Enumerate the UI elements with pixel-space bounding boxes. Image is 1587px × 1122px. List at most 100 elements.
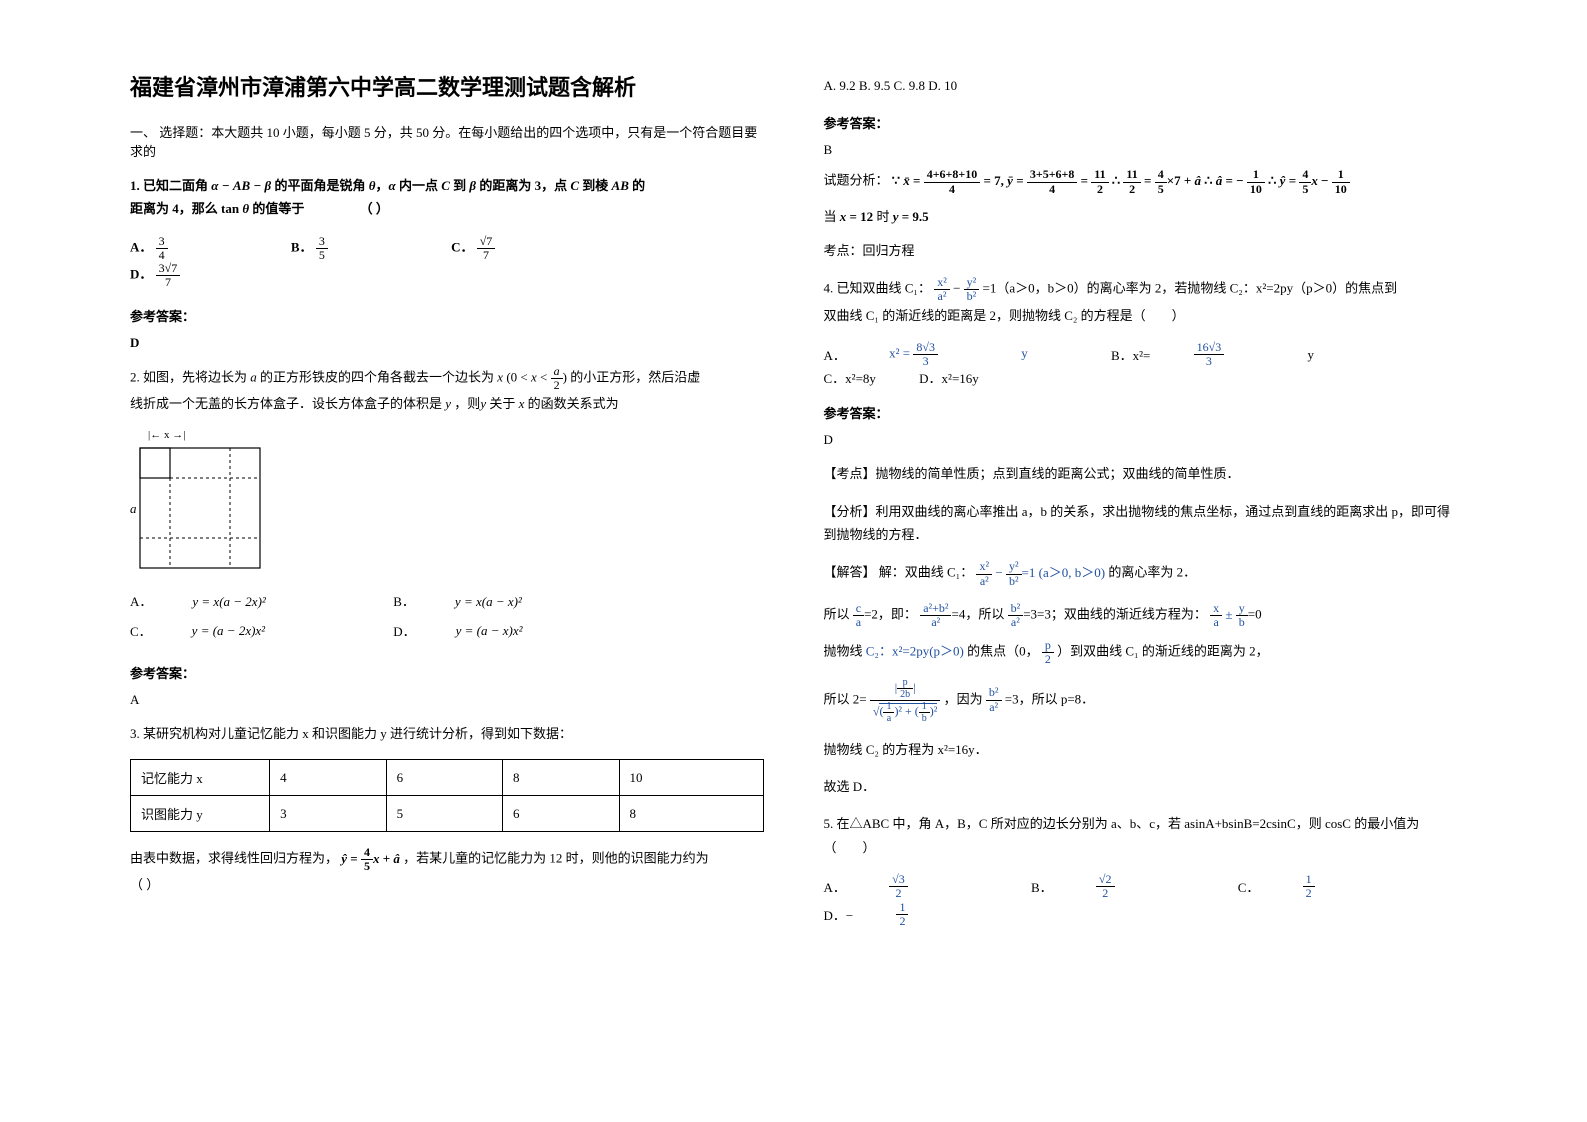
q3-text: 由表中数据，求得线性回归方程为， (130, 851, 338, 866)
q4-parabola: 抛物线 C₂：x²=2py(p＞0) 的焦点（0， p2 ）到双曲线 C₁ 的渐… (824, 639, 1458, 666)
q1-options: A． 34 B． 35 C． √77 D． 3√77 (130, 235, 764, 290)
frac-num: √2 (1096, 873, 1115, 887)
question-3: 3. 某研究机构对儿童记忆能力 x 和识图能力 y 进行统计分析，得到如下数据： (130, 722, 764, 745)
q4-pick: 故选 D． (824, 775, 1458, 798)
q2-text: ，则 (454, 396, 480, 411)
q4-options: A． x² = 8√33 y B．x²= 16√33 y C．x²=8y D．x… (824, 341, 1458, 387)
opt-expr: y = x(a − x)² (455, 594, 522, 609)
q4-text: =1（a＞0，b＞0）的离心率为 2，若抛物线 C₂：x²=2py（p＞0）的焦… (983, 281, 1398, 296)
q2-text: 的函数关系式为 (528, 396, 619, 411)
q5-opt-a: A． √32 (824, 873, 988, 900)
q2-text: 关于 (489, 396, 515, 411)
table-cell: 4 (270, 760, 386, 796)
q1-opt-b: B． 35 (291, 235, 408, 262)
q3-text: ，若某儿童的记忆能力为 12 时，则他的识图能力约为 (403, 851, 709, 866)
q4-text: 4. 已知双曲线 C₁： (824, 281, 931, 296)
q5-opt-b: B． √22 (1031, 873, 1195, 900)
question-2: 2. 如图，先将边长为 a 的正方形铁皮的四个角各截去一个边长为 x (0 < … (130, 365, 764, 416)
fx-label: 【分析】 (824, 504, 876, 519)
opt-expr: y = x(a − 2x)² (192, 594, 265, 609)
answer-label: 参考答案： (130, 306, 764, 325)
q4-text: 双曲线 C₁ 的渐近线的距离是 2，则抛物线 C₂ 的方程是（ ） (824, 308, 1185, 323)
q2-opt-b: B． y = x(a − x)² (393, 588, 522, 617)
q1-text: 到 (453, 178, 466, 193)
explain-label: 试题分析： (824, 173, 889, 188)
q2-text: 2. 如图，先将边长为 (130, 369, 247, 384)
q2-answer: A (130, 692, 764, 708)
so-text: =4，所以 (951, 607, 1004, 622)
opt-label: B． (291, 239, 313, 254)
frac-num: 1 (1303, 873, 1315, 887)
opt-label: D．− (824, 905, 854, 924)
opt-label: D． (393, 618, 415, 647)
q5-opt-c: C． 12 (1238, 873, 1395, 900)
opt-expr: y = (a − 2x)x² (192, 623, 265, 638)
frac-den: 7 (477, 249, 496, 262)
square-diagram: a (130, 443, 280, 573)
opt-label: B． (393, 588, 415, 617)
table-cell: 6 (503, 796, 619, 832)
q1-text: 内一点 (399, 178, 438, 193)
q3-explain: 试题分析： ∵ x̄ = 4+6+8+104 = 7, ȳ = 3+5+6+84… (824, 168, 1458, 195)
answer-label: 参考答案： (824, 403, 1458, 422)
figure-a-label: a (130, 501, 137, 516)
section-heading: 一、 选择题：本大题共 10 小题，每小题 5 分，共 50 分。在每小题给出的… (130, 122, 764, 160)
q1-text: 1. 已知二面角 (130, 178, 208, 193)
q1-text: 到棱 (582, 178, 608, 193)
q3-table: 记忆能力 x 4 6 8 10 识图能力 y 3 5 6 8 (130, 759, 764, 832)
frac-num: √7 (477, 235, 496, 249)
q1-text: ， (375, 178, 388, 193)
q3-kaodian: 考点：回归方程 (824, 239, 1458, 262)
so-text: =0 (1248, 607, 1262, 622)
pw-text: 抛物线 (824, 644, 863, 659)
left-column: 福建省漳州市漳浦第六中学高二数学理测试题含解析 一、 选择题：本大题共 10 小… (100, 60, 794, 940)
q4-opt-c: C．x²=8y (824, 368, 876, 387)
frac-den: 2 (1303, 887, 1315, 900)
opt-label: C． (1238, 877, 1260, 896)
kd-label: 【考点】 (824, 466, 876, 481)
q3-answer: B (824, 142, 1458, 158)
question-1: 1. 已知二面角 α − AB − β 的平面角是锐角 θ，α 内一点 C 到 … (130, 174, 764, 221)
q3-when: 当 x = 12 时 y = 9.5 (824, 206, 1458, 225)
q1-text: 距离为 4，那么 (130, 201, 218, 216)
so-text: =2，即： (864, 607, 917, 622)
q3-text: （ ） (130, 877, 159, 892)
q5-opt-d: D．− 12 (824, 901, 989, 928)
opt-label: B．x²= (1111, 345, 1150, 364)
q3-tail: 由表中数据，求得线性回归方程为， ŷ = 45x + â ，若某儿童的记忆能力为… (130, 846, 764, 897)
so-text: ，因为 (944, 691, 983, 706)
q4-opt-b: B．x²= 16√33 y (1111, 341, 1354, 368)
q2-opt-c: C．y = (a − 2x)x² (130, 617, 350, 646)
table-header: 记忆能力 x (131, 760, 270, 796)
q1-answer: D (130, 335, 764, 351)
q2-text: 的小正方形，然后沿虚 (570, 369, 700, 384)
q1-text: 的距离为 3，点 (479, 178, 567, 193)
q2-text: 的正方形铁皮的四个角各截去一个边长为 (260, 369, 494, 384)
when-text: 当 (824, 209, 837, 224)
right-column: A. 9.2 B. 9.5 C. 9.8 D. 10 参考答案： B 试题分析：… (794, 60, 1488, 940)
table-header: 识图能力 y (131, 796, 270, 832)
kd-text: 抛物线的简单性质；点到直线的距离公式；双曲线的简单性质． (876, 466, 1240, 481)
page-title: 福建省漳州市漳浦第六中学高二数学理测试题含解析 (130, 70, 764, 102)
table-cell: 3 (270, 796, 386, 832)
q2-figure: |← x →| a (130, 429, 764, 573)
frac-den: 7 (156, 276, 181, 289)
q2-opt-a: A． y = x(a − 2x)² (130, 588, 350, 617)
q5-options: A． √32 B． √22 C． 12 D．− 12 (824, 873, 1458, 928)
table-cell: 8 (619, 796, 763, 832)
when-text: 时 (876, 209, 889, 224)
q1-text: 的平面角是锐角 (274, 178, 365, 193)
opt-label: A． (824, 345, 846, 364)
opt-label: A． (130, 239, 152, 254)
opt-label: A． (130, 588, 152, 617)
question-5: 5. 在△ABC 中，角 A，B，C 所对应的边长分别为 a、b、c，若 asi… (824, 812, 1458, 859)
opt-tail: y (1307, 347, 1314, 363)
opt-label: B． (1031, 877, 1053, 896)
q4-so1: 所以 ca=2，即： a²+b²a²=4，所以 b²a²=3=3；双曲线的渐近线… (824, 602, 1458, 629)
so-text: 所以 2= (824, 691, 867, 706)
q4-opt-a: A． x² = 8√33 y (824, 341, 1068, 368)
opt-label: C． (451, 239, 473, 254)
so-text: 所以 (824, 607, 850, 622)
q4-answer: D (824, 432, 1458, 448)
figure-x-label: |← x →| (148, 429, 764, 441)
